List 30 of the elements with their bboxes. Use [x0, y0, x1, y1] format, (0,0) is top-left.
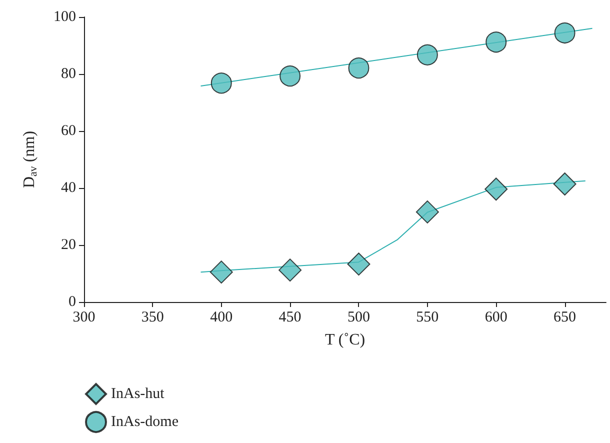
x-tick-label: 500: [347, 310, 370, 326]
x-tick-label: 350: [141, 310, 164, 326]
point: [210, 72, 232, 94]
legend-label: InAs-dome: [111, 414, 179, 430]
x-tick-label: 300: [72, 310, 96, 326]
point: [348, 58, 370, 79]
point: [486, 32, 507, 53]
x-tick-label: 550: [416, 310, 439, 326]
point: [416, 44, 438, 66]
y-axis-title: Dav (nm): [21, 130, 40, 188]
x-axis-title: T (˚C): [324, 332, 366, 348]
point: [484, 178, 508, 201]
y-tick-label: 20: [61, 237, 76, 253]
point: [553, 172, 576, 196]
y-tick-label: 100: [54, 9, 76, 25]
x-tick-label: 400: [210, 310, 233, 326]
y-tick-label: 60: [61, 123, 76, 139]
point: [416, 200, 439, 224]
point: [210, 260, 233, 284]
x-tick-label: 600: [484, 310, 508, 326]
point: [347, 252, 370, 276]
point: [278, 258, 302, 282]
y-tick-label: 80: [61, 66, 76, 82]
y-tick-label: 0: [68, 294, 76, 310]
point: [554, 22, 576, 44]
x-tick-label: 650: [554, 310, 576, 326]
y-tick-label: 40: [61, 180, 76, 196]
x-tick-label: 450: [278, 310, 302, 326]
legend-label: InAs-hut: [111, 386, 166, 402]
point: [280, 66, 301, 86]
